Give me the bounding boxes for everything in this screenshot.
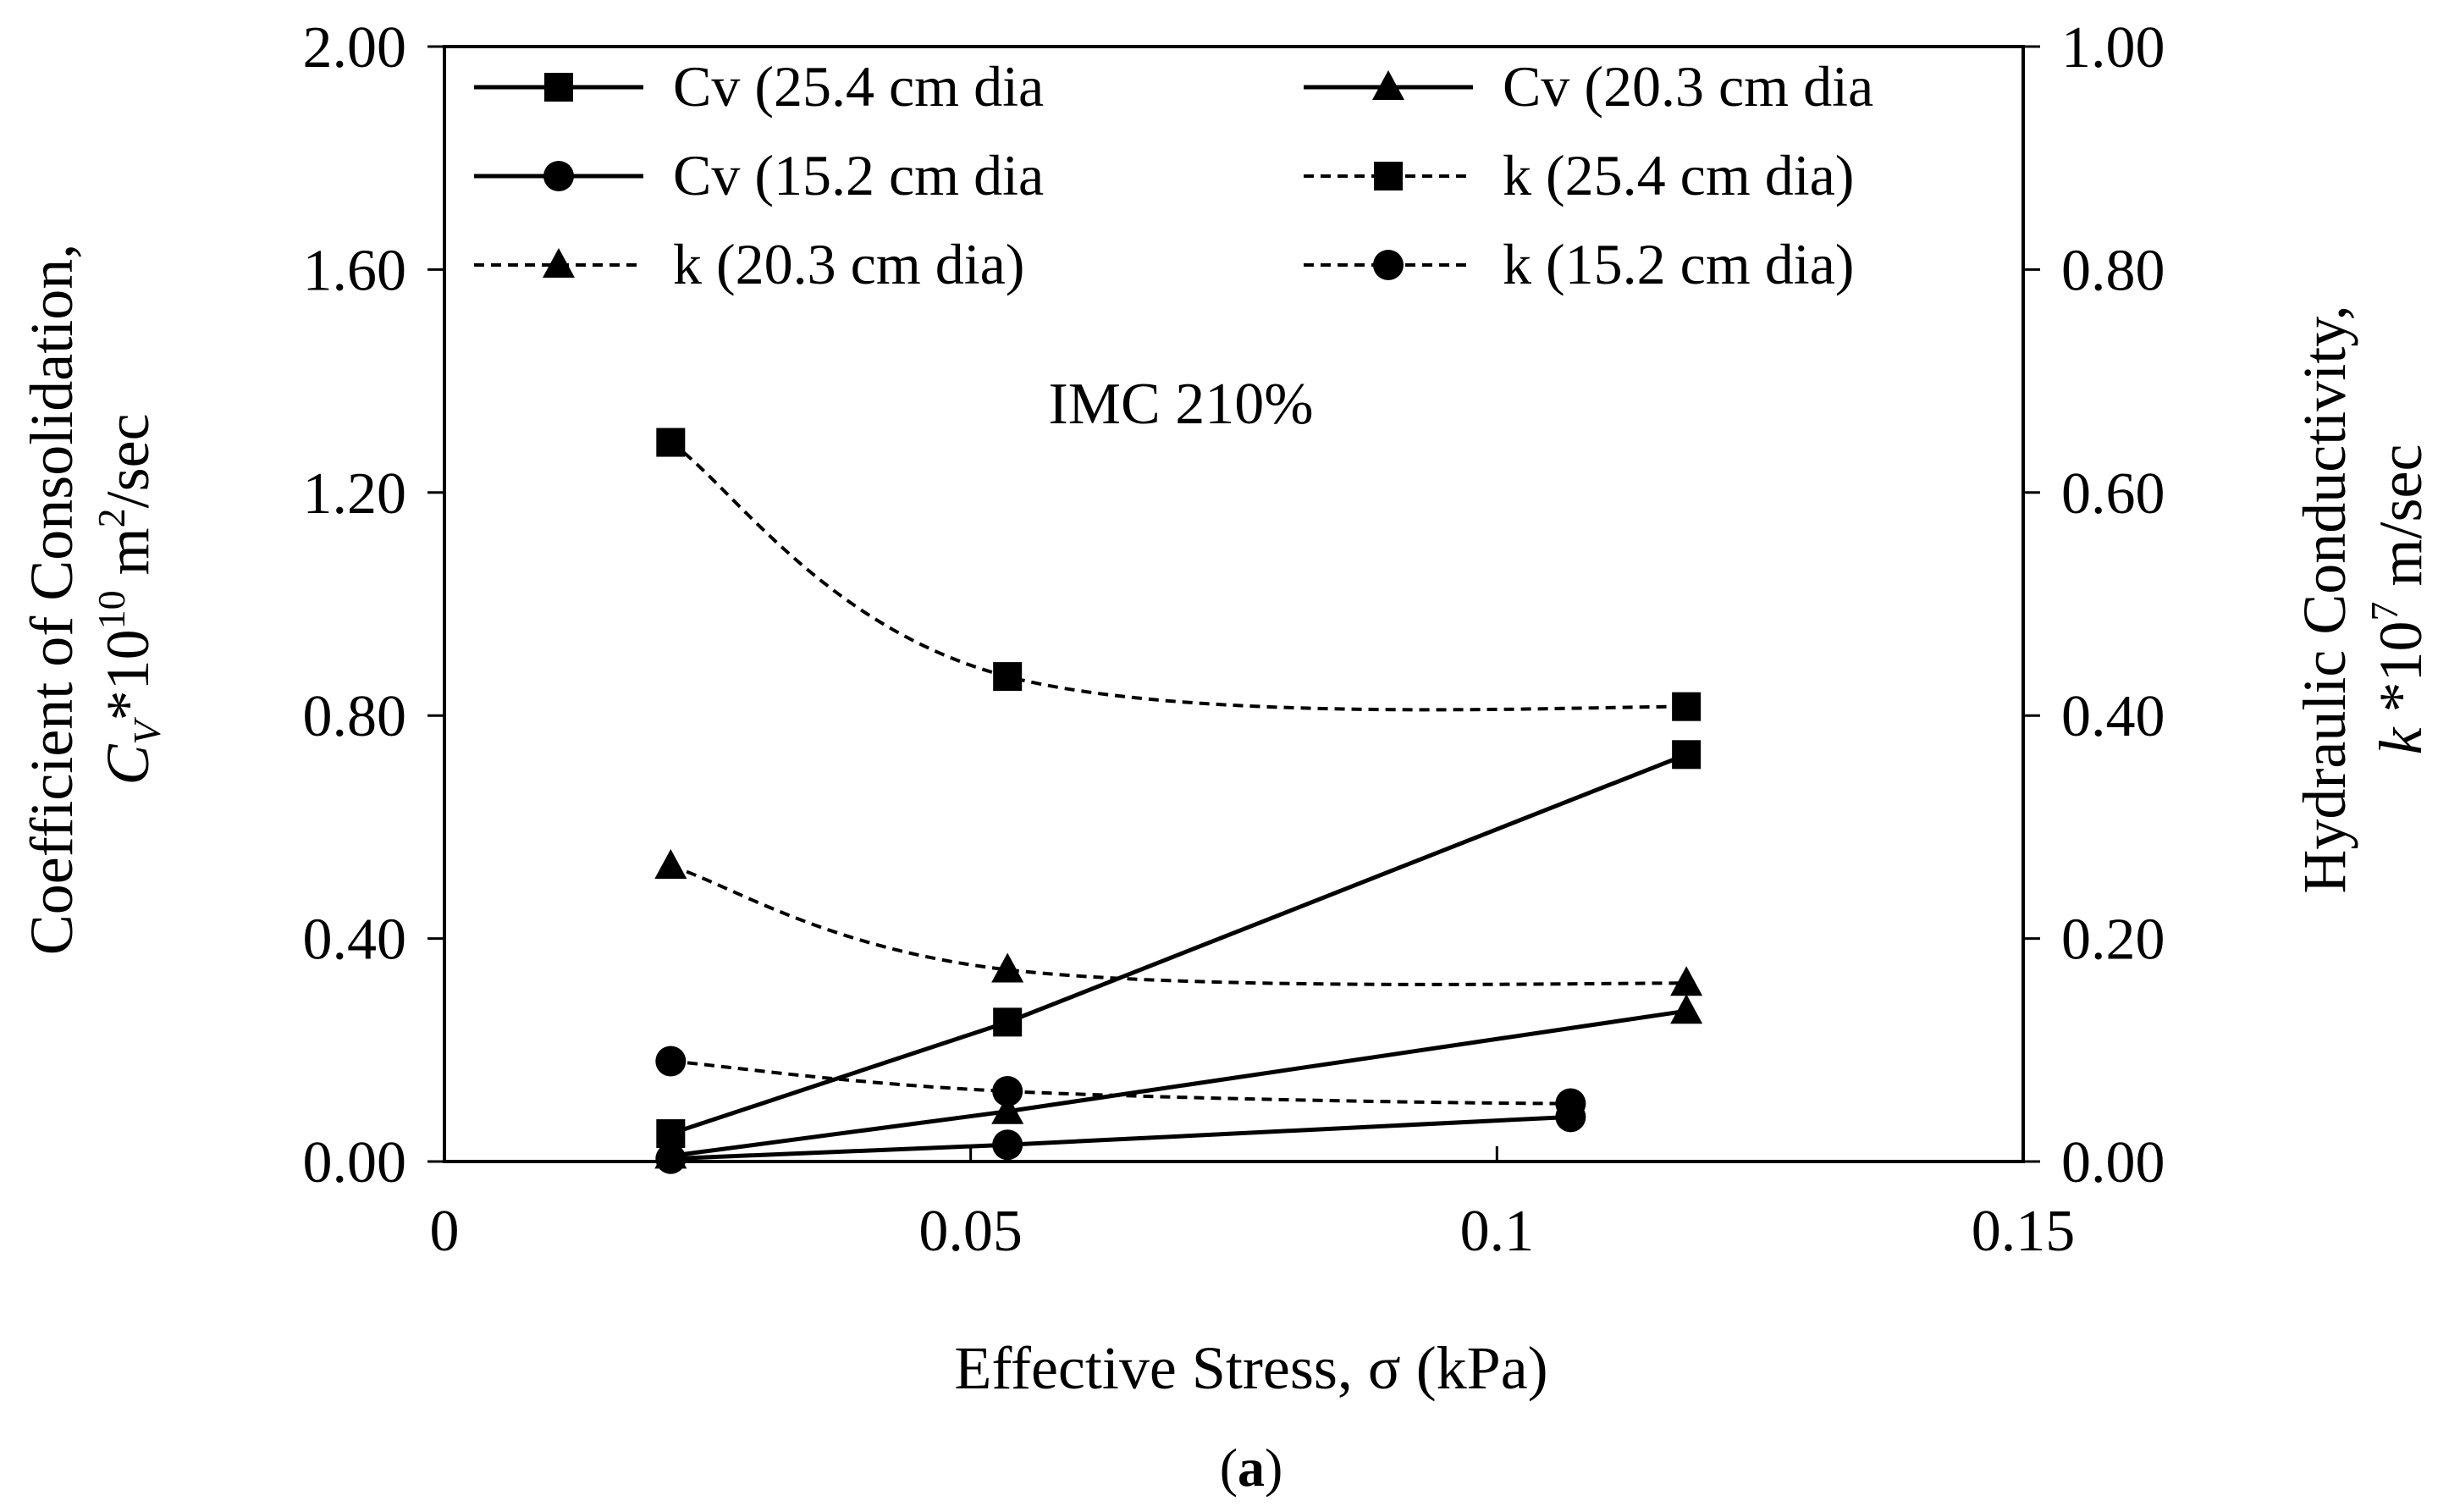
- data-point-triangle: [1670, 966, 1703, 996]
- figure-caption: (a): [1220, 1438, 1283, 1498]
- y-left-title-unit-sup: 2: [90, 508, 133, 527]
- legend-label: Cv (20.3 cm dia: [1503, 54, 1873, 119]
- data-point-triangle: [991, 1094, 1024, 1124]
- y-left-title-end: /sec: [94, 413, 162, 508]
- y-left-tick-label: 0.40: [303, 908, 407, 973]
- y-left-title-var: C: [94, 744, 162, 786]
- legend-marker-square: [1374, 162, 1403, 190]
- x-tick-label: 0.05: [918, 1199, 1023, 1264]
- y-left-title-sup: 10: [90, 590, 133, 629]
- data-point-circle: [992, 1076, 1023, 1107]
- data-point-triangle: [654, 848, 687, 879]
- y-left-tick-label: 0.80: [303, 684, 407, 749]
- y-right-axis-title: Hydraulic Conductivity, k *107 m/sec: [2291, 305, 2435, 893]
- caption-letter: a: [1238, 1438, 1265, 1498]
- series-4: [656, 428, 1702, 721]
- data-point-triangle: [991, 952, 1024, 983]
- y-left-title-unit: m: [94, 527, 162, 590]
- legend-entry: k (25.4 cm dia): [1304, 143, 1854, 207]
- y-right-title-mid: *10: [2367, 621, 2435, 727]
- series-line: [670, 864, 1687, 986]
- y-left-tick-label: 1.60: [303, 238, 407, 303]
- data-point-circle: [655, 1046, 687, 1077]
- y-left-axis-title: Coefficient of Consolidation, CV*1010 m2…: [18, 244, 168, 956]
- axes-layer: 0 0.05 0.1 0.150.000.400.801.201.602.000.00…: [303, 15, 2165, 1264]
- x-tick-label: 0: [430, 1199, 460, 1264]
- y-right-tick-label: 0.40: [2061, 684, 2165, 749]
- y-right-title-line2: k *107 m/sec: [2363, 444, 2435, 755]
- series-line: [670, 440, 1687, 712]
- legend-marker-circle: [543, 161, 574, 191]
- y-left-title-mid: *10: [94, 629, 162, 720]
- legend-label: k (20.3 cm dia): [673, 232, 1024, 296]
- data-point-square: [993, 1007, 1023, 1037]
- y-left-title-sub: V: [125, 717, 168, 745]
- legend-entry: k (20.3 cm dia): [474, 232, 1024, 296]
- data-point-square: [993, 662, 1023, 692]
- legend-entry: k (15.2 cm dia): [1304, 232, 1854, 296]
- y-left-tick-label: 2.00: [303, 15, 407, 80]
- legend-label: Cv (15.2 cm dia: [673, 143, 1044, 207]
- legend-label: k (25.4 cm dia): [1503, 143, 1854, 207]
- caption-close: ): [1265, 1438, 1282, 1498]
- y-right-tick-label: 0.80: [2061, 238, 2165, 303]
- y-right-title-end: m/sec: [2367, 444, 2435, 602]
- chart-annotation: IMC 210%: [1048, 372, 1313, 437]
- data-point-square: [1672, 740, 1702, 770]
- legend-entry: Cv (15.2 cm dia: [474, 143, 1044, 207]
- x-tick-label: 0.1: [1460, 1199, 1535, 1264]
- x-tick-label: 0.15: [1972, 1199, 2076, 1264]
- legend: Cv (25.4 cm dia Cv (20.3 cm dia Cv (15.2 c…: [474, 54, 1873, 296]
- legend-entry: Cv (20.3 cm dia: [1304, 54, 1873, 119]
- y-right-tick-label: 1.00: [2061, 15, 2165, 80]
- data-point-triangle: [1670, 994, 1703, 1024]
- y-right-tick-label: 0.00: [2061, 1130, 2165, 1195]
- y-right-tick-label: 0.60: [2061, 461, 2165, 527]
- y-right-title-line1: Hydraulic Conductivity,: [2291, 305, 2358, 893]
- y-left-tick-label: 1.20: [303, 461, 407, 527]
- y-left-title-line2: CV*1010 m2/sec: [90, 413, 168, 785]
- y-right-tick-label: 0.20: [2061, 908, 2165, 973]
- legend-marker-circle: [1373, 250, 1404, 280]
- y-right-title-var: k: [2367, 726, 2435, 754]
- series-line: [670, 1059, 1571, 1106]
- legend-label: k (15.2 cm dia): [1503, 232, 1854, 296]
- y-left-title-line1: Coefficient of Consolidation,: [18, 244, 85, 956]
- plot-frame: [443, 45, 2025, 1163]
- legend-marker-triangle: [543, 248, 575, 278]
- legend-marker-square: [544, 73, 573, 102]
- y-right-title-sup: 7: [2363, 601, 2406, 621]
- data-point-square: [656, 428, 686, 457]
- legend-entry: Cv (25.4 cm dia: [474, 54, 1044, 119]
- legend-label: Cv (25.4 cm dia: [673, 54, 1044, 119]
- series-layer: [654, 428, 1703, 1174]
- data-point-circle: [1555, 1088, 1586, 1119]
- data-point-circle: [992, 1129, 1023, 1161]
- x-axis-title: Effective Stress, σ (kPa): [954, 1334, 1547, 1402]
- data-point-circle: [655, 1143, 687, 1174]
- y-left-tick-label: 0.00: [303, 1130, 407, 1195]
- legend-marker-triangle: [1372, 70, 1404, 100]
- data-point-square: [1672, 692, 1702, 721]
- series-6: [655, 1046, 1586, 1119]
- caption-open: (: [1220, 1438, 1238, 1498]
- series-5: [654, 848, 1703, 996]
